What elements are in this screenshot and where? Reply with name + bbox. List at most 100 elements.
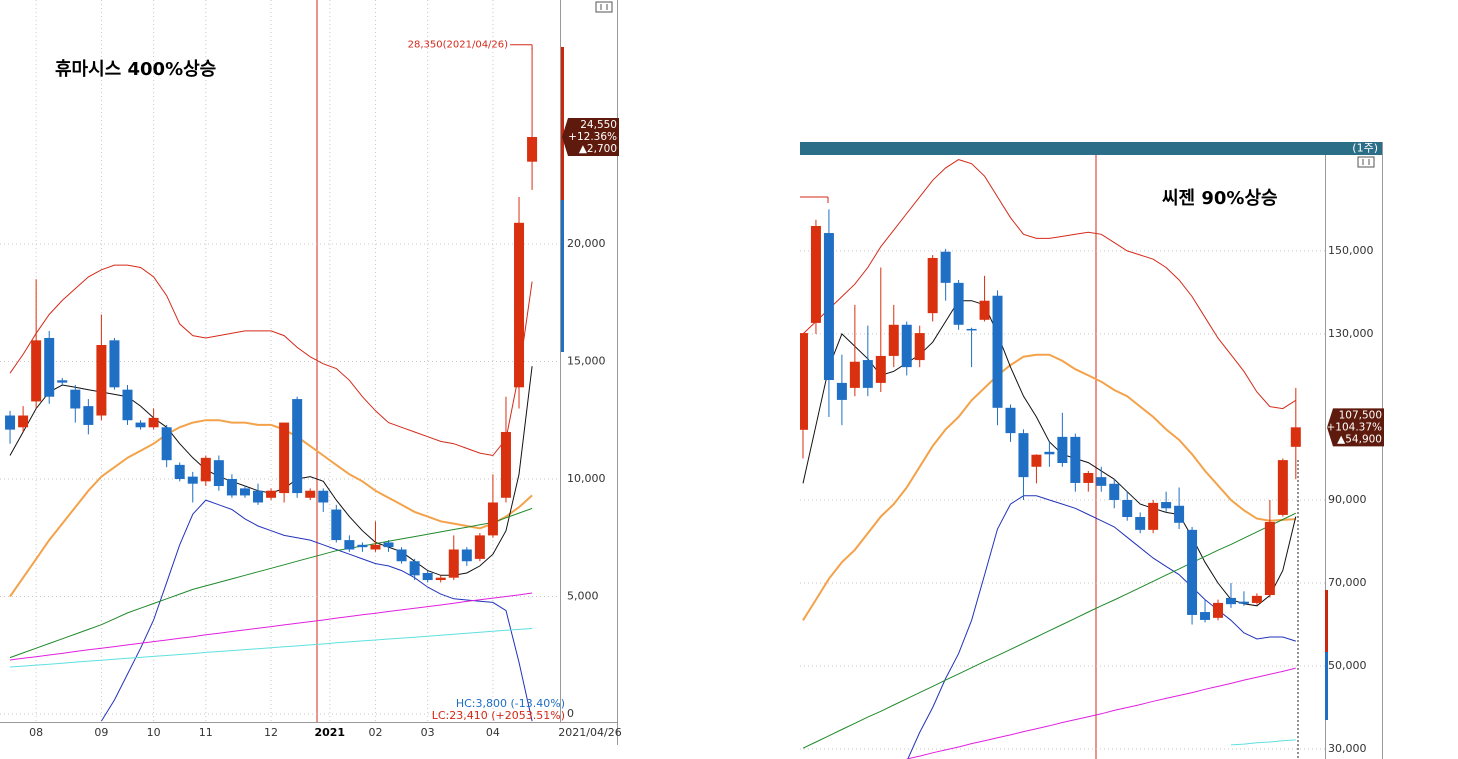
price-box-text: +104.37% bbox=[1326, 421, 1382, 433]
candle-body bbox=[135, 422, 146, 428]
price-box-text: 24,550 bbox=[580, 119, 617, 131]
candle-body bbox=[357, 544, 368, 548]
candle-body bbox=[1018, 433, 1029, 478]
candle-body bbox=[409, 561, 420, 576]
candle-body bbox=[1135, 516, 1146, 530]
candle-body bbox=[31, 340, 42, 402]
candle-body bbox=[1148, 502, 1159, 530]
right-pane-frame bbox=[800, 142, 1383, 759]
plot bbox=[800, 159, 1325, 759]
period-label: (1주) bbox=[1352, 142, 1378, 155]
candle-body bbox=[1264, 521, 1275, 596]
candle-body bbox=[253, 490, 264, 503]
y-tick-label: 30,000 bbox=[1328, 742, 1367, 755]
chart-title: 씨젠 90%상승 bbox=[1162, 188, 1278, 209]
candle-body bbox=[474, 535, 485, 559]
candle-body bbox=[849, 361, 860, 388]
candle-body bbox=[1096, 477, 1107, 486]
x-tick-label: 03 bbox=[421, 726, 435, 739]
y-tick-label: 70,000 bbox=[1328, 576, 1367, 589]
candle-body bbox=[226, 478, 237, 496]
candle-body bbox=[122, 389, 133, 421]
candle-body bbox=[109, 340, 120, 388]
price-box-text: 107,500 bbox=[1339, 409, 1382, 421]
hc-label: HC:3,800 (-13.40%) bbox=[456, 697, 565, 710]
candle-body bbox=[514, 222, 525, 388]
y-tick-label: 50,000 bbox=[1328, 659, 1367, 672]
price-box-text: ▲2,700 bbox=[579, 143, 617, 155]
candle-body bbox=[344, 540, 355, 550]
candle-body bbox=[57, 380, 68, 383]
indicator-line bbox=[802, 512, 1297, 749]
candle-body bbox=[836, 382, 847, 400]
candle-body bbox=[383, 542, 394, 548]
candle-body bbox=[318, 490, 329, 503]
y-tick-label: 0 bbox=[567, 707, 574, 720]
indicator-line bbox=[9, 592, 533, 661]
indicator-line bbox=[9, 419, 533, 598]
x-tick-label: 2021 bbox=[314, 726, 345, 739]
indicator-line bbox=[906, 667, 1296, 759]
indicator-line bbox=[100, 499, 533, 722]
candle-body bbox=[96, 345, 107, 416]
candle-body bbox=[953, 282, 964, 325]
plot bbox=[0, 0, 560, 722]
candle-body bbox=[527, 137, 538, 162]
candle-body bbox=[213, 460, 224, 487]
candle-body bbox=[992, 295, 1003, 408]
candle-body bbox=[940, 251, 951, 283]
candle-body bbox=[292, 399, 303, 494]
candle-body bbox=[914, 333, 925, 361]
candle-body bbox=[174, 464, 185, 479]
candle-body bbox=[161, 427, 172, 461]
candle-body bbox=[1200, 612, 1211, 620]
candle-body bbox=[448, 549, 459, 578]
candle-body bbox=[810, 225, 821, 323]
candle-body bbox=[1174, 505, 1185, 523]
candle-body bbox=[862, 360, 873, 388]
x-tick-label: 11 bbox=[199, 726, 213, 739]
candle-body bbox=[1251, 595, 1262, 603]
candle-body bbox=[5, 415, 16, 430]
chart-title: 휴마시스 400%상승 bbox=[55, 59, 216, 80]
left-pane-frame bbox=[0, 0, 618, 745]
candle-body bbox=[800, 333, 808, 430]
candle-body bbox=[435, 577, 446, 581]
candle-body bbox=[1290, 427, 1301, 447]
candle-body bbox=[1122, 499, 1133, 517]
y-tick-label: 20,000 bbox=[567, 237, 606, 250]
candle-body bbox=[1044, 451, 1055, 455]
y-tick-label: 150,000 bbox=[1328, 244, 1374, 257]
candle-body bbox=[266, 490, 277, 498]
candle-body bbox=[979, 300, 990, 320]
candle-body bbox=[875, 355, 886, 383]
candle-body bbox=[461, 549, 472, 562]
candle-body bbox=[83, 406, 94, 425]
candle-body bbox=[305, 490, 316, 498]
x-tick-label: 09 bbox=[94, 726, 108, 739]
candle-body bbox=[1083, 472, 1094, 483]
lc-label: LC:23,410 (+2053.51%) bbox=[432, 709, 565, 722]
candle-body bbox=[1238, 601, 1249, 604]
candle-body bbox=[1109, 483, 1120, 500]
candle-body bbox=[1031, 454, 1042, 467]
y-tick-label: 5,000 bbox=[567, 589, 599, 602]
candle-body bbox=[70, 389, 81, 409]
candle-body bbox=[279, 422, 290, 494]
candle-body bbox=[148, 417, 159, 428]
indicator-line bbox=[9, 507, 533, 659]
candle-body bbox=[823, 233, 834, 380]
candle-body bbox=[901, 324, 912, 368]
candle-body bbox=[1057, 436, 1068, 464]
candle-body bbox=[1213, 602, 1224, 618]
y-tick-label: 10,000 bbox=[567, 472, 606, 485]
x-tick-label: 04 bbox=[486, 726, 500, 739]
candle-body bbox=[331, 509, 342, 541]
candle-body bbox=[396, 549, 407, 562]
x-tick-label: 12 bbox=[264, 726, 278, 739]
candle-body bbox=[1070, 436, 1081, 483]
indicator-line bbox=[802, 159, 1297, 410]
indicator-line bbox=[1230, 739, 1296, 746]
candle-body bbox=[1187, 529, 1198, 615]
